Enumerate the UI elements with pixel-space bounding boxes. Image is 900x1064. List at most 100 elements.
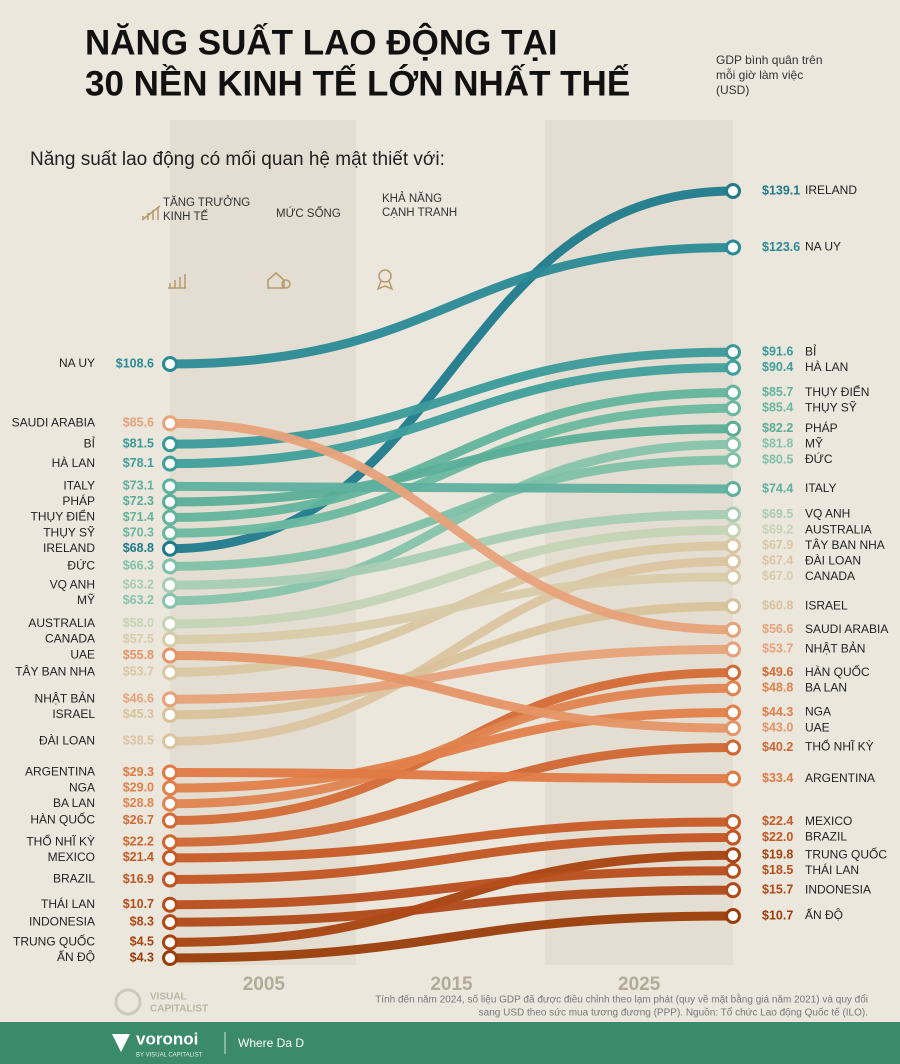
ribbon bbox=[169, 510, 734, 590]
ribbon bbox=[169, 525, 734, 629]
value-label: $70.3 bbox=[123, 525, 154, 539]
value-label: $63.2 bbox=[123, 578, 154, 592]
country-label: MEXICO bbox=[48, 850, 95, 864]
value-label: $28.8 bbox=[123, 796, 154, 810]
value-label: $4.5 bbox=[130, 935, 154, 949]
country-label: CANADA bbox=[45, 632, 95, 646]
driver-label: KHẢ NĂNG bbox=[382, 192, 442, 205]
ribbon bbox=[169, 743, 734, 847]
value-label: $81.8 bbox=[762, 437, 793, 451]
value-label: $63.2 bbox=[123, 593, 154, 607]
value-label: $56.6 bbox=[762, 622, 793, 636]
ribbon bbox=[169, 885, 734, 927]
country-label: NGA bbox=[805, 705, 831, 719]
flag bbox=[162, 764, 178, 781]
value-label: $48.8 bbox=[762, 680, 793, 694]
footer-logo: voronoi bbox=[136, 1029, 198, 1048]
value-label: $38.5 bbox=[123, 734, 154, 748]
country-label: NGA bbox=[69, 780, 95, 794]
country-label: NHẬT BẢN bbox=[35, 691, 95, 706]
flag bbox=[162, 592, 178, 609]
flag bbox=[725, 553, 741, 570]
value-label: $82.2 bbox=[762, 421, 793, 435]
country-label: UAE bbox=[70, 648, 95, 662]
country-label: INDONESIA bbox=[29, 914, 95, 928]
flag bbox=[162, 706, 178, 723]
value-label: $29.3 bbox=[123, 765, 154, 779]
flag bbox=[162, 631, 178, 648]
value-label: $58.0 bbox=[123, 616, 154, 630]
value-label: $19.8 bbox=[762, 847, 793, 861]
flag bbox=[725, 522, 741, 539]
country-label: THÁI LAN bbox=[41, 896, 95, 911]
value-label: $69.5 bbox=[762, 507, 793, 521]
value-label: $67.0 bbox=[762, 569, 793, 583]
value-label: $139.1 bbox=[762, 183, 800, 197]
value-label: $85.6 bbox=[123, 416, 154, 430]
country-label: ẤN ĐỘ bbox=[805, 907, 843, 922]
value-label: $45.3 bbox=[123, 707, 154, 721]
flag bbox=[162, 934, 178, 951]
value-label: $85.7 bbox=[762, 385, 793, 399]
ribbon bbox=[169, 572, 734, 645]
value-label: $123.6 bbox=[762, 240, 800, 254]
brand-logo bbox=[114, 988, 142, 1016]
value-label: $71.4 bbox=[123, 510, 154, 524]
flag bbox=[725, 436, 741, 453]
flag bbox=[725, 770, 741, 787]
value-label: $90.4 bbox=[762, 360, 793, 374]
value-label: $78.1 bbox=[123, 456, 154, 470]
country-label: ĐÀI LOAN bbox=[805, 553, 861, 568]
country-label: MỸ bbox=[77, 593, 95, 607]
country-label: THỔ NHĨ KỲ bbox=[26, 833, 95, 848]
flag bbox=[162, 664, 178, 681]
ribbon bbox=[169, 388, 734, 523]
country-label: IRELAND bbox=[805, 183, 857, 197]
value-label: $4.3 bbox=[130, 950, 154, 964]
value-label: $85.4 bbox=[762, 401, 793, 415]
country-label: AUSTRALIA bbox=[805, 522, 872, 536]
country-label: CANADA bbox=[805, 569, 855, 583]
flag bbox=[725, 882, 741, 899]
flag bbox=[725, 739, 741, 756]
country-label: BA LAN bbox=[805, 680, 847, 694]
driver-icon bbox=[141, 205, 394, 291]
value-label: $53.7 bbox=[762, 642, 793, 656]
country-label: AUSTRALIA bbox=[28, 616, 95, 630]
country-label: IRELAND bbox=[43, 541, 95, 555]
driver-label: CẠNH TRANH bbox=[382, 207, 457, 219]
flag bbox=[162, 849, 178, 866]
country-label: THỤY SỸ bbox=[805, 400, 857, 414]
ribbon bbox=[169, 424, 734, 507]
flag bbox=[725, 239, 741, 256]
ribbon bbox=[169, 833, 734, 885]
subtitle: (USD) bbox=[716, 83, 749, 97]
subtitle: GDP bình quân trên bbox=[716, 53, 823, 67]
value-label: $73.1 bbox=[123, 479, 154, 493]
ribbon bbox=[169, 601, 734, 720]
country-label: ẤN ĐỘ bbox=[57, 949, 95, 964]
driver-label: KINH TẾ bbox=[163, 210, 208, 223]
flag bbox=[725, 641, 741, 658]
country-label: MỸ bbox=[805, 437, 823, 451]
flag bbox=[162, 436, 178, 453]
x-tick-label: 2005 bbox=[243, 974, 286, 995]
country-label: SAUDI ARABIA bbox=[805, 622, 888, 636]
ribbon bbox=[169, 644, 734, 704]
flag bbox=[162, 834, 178, 851]
value-label: $22.2 bbox=[123, 835, 154, 849]
flag bbox=[725, 344, 741, 361]
country-label: ITALY bbox=[805, 481, 837, 495]
flag bbox=[162, 558, 178, 575]
country-label: NA UY bbox=[805, 240, 841, 254]
country-label: NHẬT BẢN bbox=[805, 641, 865, 656]
country-label: ITALY bbox=[63, 479, 95, 493]
value-label: $80.5 bbox=[762, 452, 793, 466]
flag bbox=[725, 862, 741, 879]
flag bbox=[162, 914, 178, 931]
value-label: $18.5 bbox=[762, 863, 793, 877]
chart-title: NĂNG SUẤT LAO ĐỘNG TẠI bbox=[85, 22, 557, 62]
country-label: PHÁP bbox=[62, 493, 95, 508]
flag bbox=[162, 577, 178, 594]
